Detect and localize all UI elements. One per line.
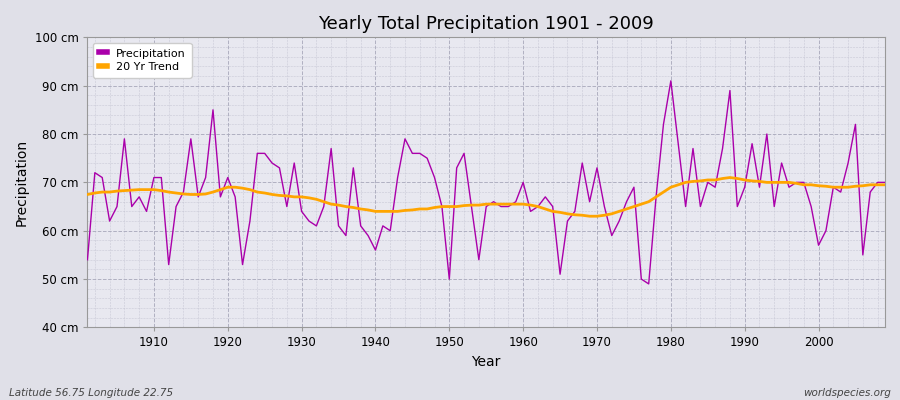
Text: worldspecies.org: worldspecies.org [803,388,891,398]
20 Yr Trend [510,202,521,206]
Title: Yearly Total Precipitation 1901 - 2009: Yearly Total Precipitation 1901 - 2009 [319,15,654,33]
Y-axis label: Precipitation: Precipitation [15,139,29,226]
20 Yr Trend [724,175,735,180]
20 Yr Trend [614,209,625,214]
Line: 20 Yr Trend: 20 Yr Trend [87,178,885,216]
X-axis label: Year: Year [472,355,501,369]
Precipitation [665,78,676,83]
20 Yr Trend [348,205,359,210]
Precipitation [303,219,314,224]
Precipitation [607,233,617,238]
20 Yr Trend [303,196,314,200]
20 Yr Trend [584,214,595,219]
20 Yr Trend [518,202,528,206]
Precipitation [141,209,152,214]
Precipitation [82,257,93,262]
Precipitation [879,180,890,185]
Precipitation [348,166,359,170]
Precipitation [518,180,528,185]
20 Yr Trend [879,182,890,187]
Line: Precipitation: Precipitation [87,81,885,284]
20 Yr Trend [82,192,93,197]
Precipitation [644,282,654,286]
20 Yr Trend [141,187,152,192]
Legend: Precipitation, 20 Yr Trend: Precipitation, 20 Yr Trend [93,43,192,78]
Precipitation [510,199,521,204]
Text: Latitude 56.75 Longitude 22.75: Latitude 56.75 Longitude 22.75 [9,388,173,398]
